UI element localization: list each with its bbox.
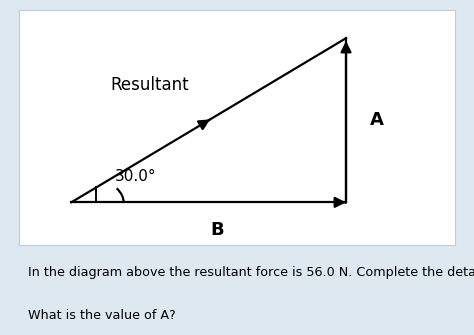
- Text: What is the value of A?: What is the value of A?: [28, 309, 176, 322]
- Text: A: A: [370, 111, 383, 129]
- Text: B: B: [210, 221, 224, 240]
- Text: In the diagram above the resultant force is 56.0 N. Complete the details below:: In the diagram above the resultant force…: [28, 266, 474, 279]
- Text: 30.0°: 30.0°: [115, 169, 156, 184]
- Text: Resultant: Resultant: [110, 76, 189, 94]
